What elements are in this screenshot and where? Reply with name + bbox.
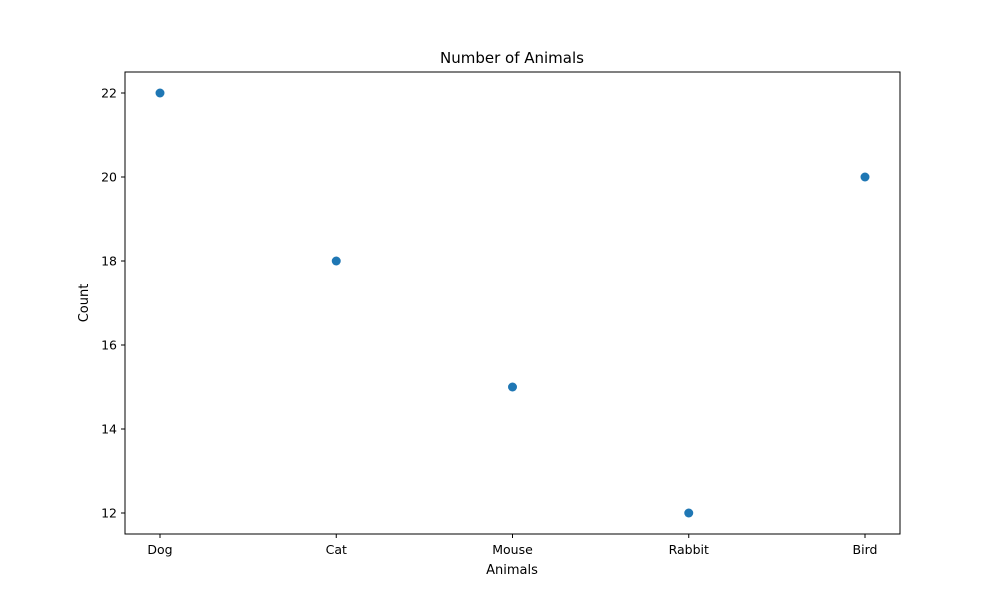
- y-tick-label: 18: [101, 254, 117, 269]
- data-point-rabbit: [684, 508, 694, 518]
- y-tick-label: 22: [101, 86, 117, 101]
- x-tick-label: Bird: [853, 542, 878, 557]
- y-tick-label: 16: [101, 338, 117, 353]
- x-tick-label: Dog: [147, 542, 172, 557]
- data-points: [155, 88, 870, 518]
- data-point-cat: [331, 256, 341, 266]
- data-point-dog: [155, 88, 165, 98]
- x-tick-label: Rabbit: [669, 542, 709, 557]
- y-axis-label: Count: [77, 284, 92, 323]
- data-point-bird: [860, 172, 870, 182]
- x-axis: Dog Cat Mouse Rabbit Bird: [147, 534, 877, 557]
- y-tick-label: 20: [101, 170, 117, 185]
- chart-title: Number of Animals: [440, 49, 584, 67]
- x-axis-label: Animals: [486, 563, 538, 578]
- y-axis: 12 14 16 18 20 22: [101, 86, 125, 521]
- x-tick-label: Cat: [326, 542, 347, 557]
- y-tick-label: 14: [101, 422, 117, 437]
- data-point-mouse: [508, 382, 517, 392]
- plot-frame: [124, 71, 901, 535]
- y-tick-label: 12: [101, 506, 117, 521]
- x-tick-label: Mouse: [492, 542, 533, 557]
